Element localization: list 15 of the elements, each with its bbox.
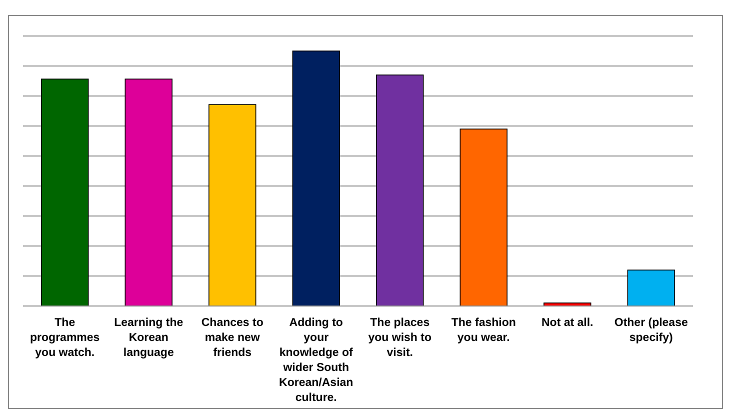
x-tick-label: Chances to make new friends	[201, 317, 264, 359]
x-tick-label: The places you wish to visit.	[368, 317, 432, 359]
bar	[208, 104, 256, 306]
bar	[124, 78, 172, 306]
x-tick-label: Adding to your knowledge of wider South Korean/Asian culture.	[279, 317, 354, 404]
bar	[292, 50, 340, 306]
x-tick-label: The fashion you wear.	[451, 317, 516, 344]
x-tick-label: Not at all.	[541, 317, 594, 329]
bar	[460, 128, 508, 306]
bar	[41, 78, 89, 306]
x-tick-label: Learning the Korean language	[114, 317, 184, 359]
x-tick-label: Other (please specify)	[614, 317, 688, 344]
x-tick-label: The programmes you watch.	[30, 317, 100, 359]
bar	[376, 74, 424, 306]
bar	[627, 270, 675, 306]
